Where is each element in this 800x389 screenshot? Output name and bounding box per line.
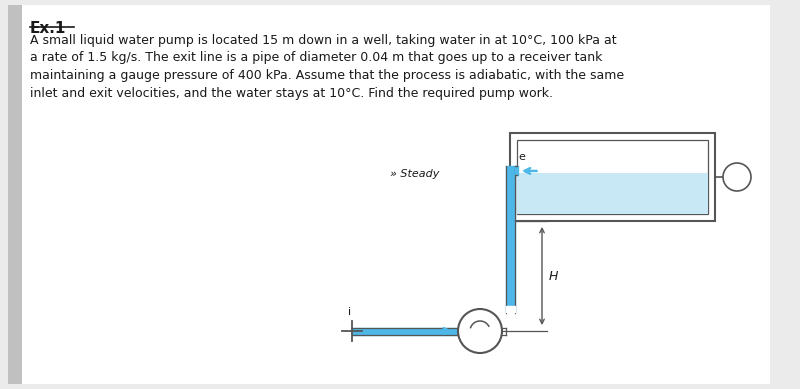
Text: Ex.1: Ex.1 xyxy=(30,21,66,36)
Text: » Steady: » Steady xyxy=(390,169,439,179)
Bar xyxy=(517,173,708,214)
Bar xyxy=(517,140,708,214)
Text: i: i xyxy=(348,307,351,317)
Circle shape xyxy=(723,163,751,191)
Bar xyxy=(510,133,715,221)
Text: H: H xyxy=(549,270,558,282)
Circle shape xyxy=(458,309,502,353)
Bar xyxy=(8,5,22,384)
Text: A small liquid water pump is located 15 m down in a well, taking water in at 10°: A small liquid water pump is located 15 … xyxy=(30,34,624,100)
Text: e: e xyxy=(518,152,526,163)
